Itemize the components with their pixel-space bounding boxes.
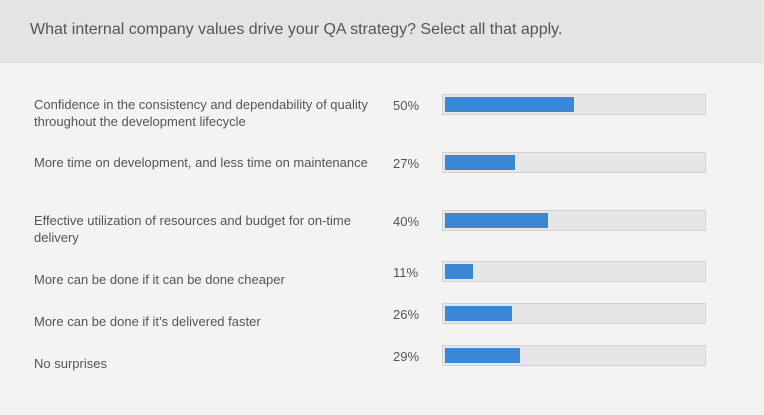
- question-title: What internal company values drive your …: [30, 21, 563, 38]
- answer-percent: 29%: [393, 349, 420, 364]
- answer-label: More time on development, and less time …: [34, 155, 368, 170]
- answer-label: Confidence in the consistency and depend…: [34, 97, 368, 129]
- answer-bar-track: [442, 152, 706, 173]
- answer-bar-track: [442, 261, 706, 282]
- answer-percent: 40%: [393, 214, 420, 229]
- answer-percent: 50%: [393, 98, 420, 113]
- answer-label: More can be done if it’s delivered faste…: [34, 314, 261, 329]
- answer-bar: [445, 97, 574, 112]
- answer-bar: [445, 213, 548, 228]
- question-header: What internal company values drive your …: [0, 0, 764, 63]
- answer-bar: [445, 306, 512, 321]
- answer-bar: [445, 155, 515, 170]
- answer-bar: [445, 348, 520, 363]
- answer-percent: 26%: [393, 307, 420, 322]
- answer-bar-track: [442, 210, 706, 231]
- answer-bar-track: [442, 345, 706, 366]
- answer-percent: 27%: [393, 156, 420, 171]
- answer-bar-track: [442, 94, 706, 115]
- answer-label: More can be done if it can be done cheap…: [34, 272, 285, 287]
- answer-label: No surprises: [34, 356, 107, 371]
- answer-label: Effective utilization of resources and b…: [34, 213, 351, 245]
- answer-bar: [445, 264, 473, 279]
- answer-bar-track: [442, 303, 706, 324]
- answer-percent: 11%: [393, 265, 419, 280]
